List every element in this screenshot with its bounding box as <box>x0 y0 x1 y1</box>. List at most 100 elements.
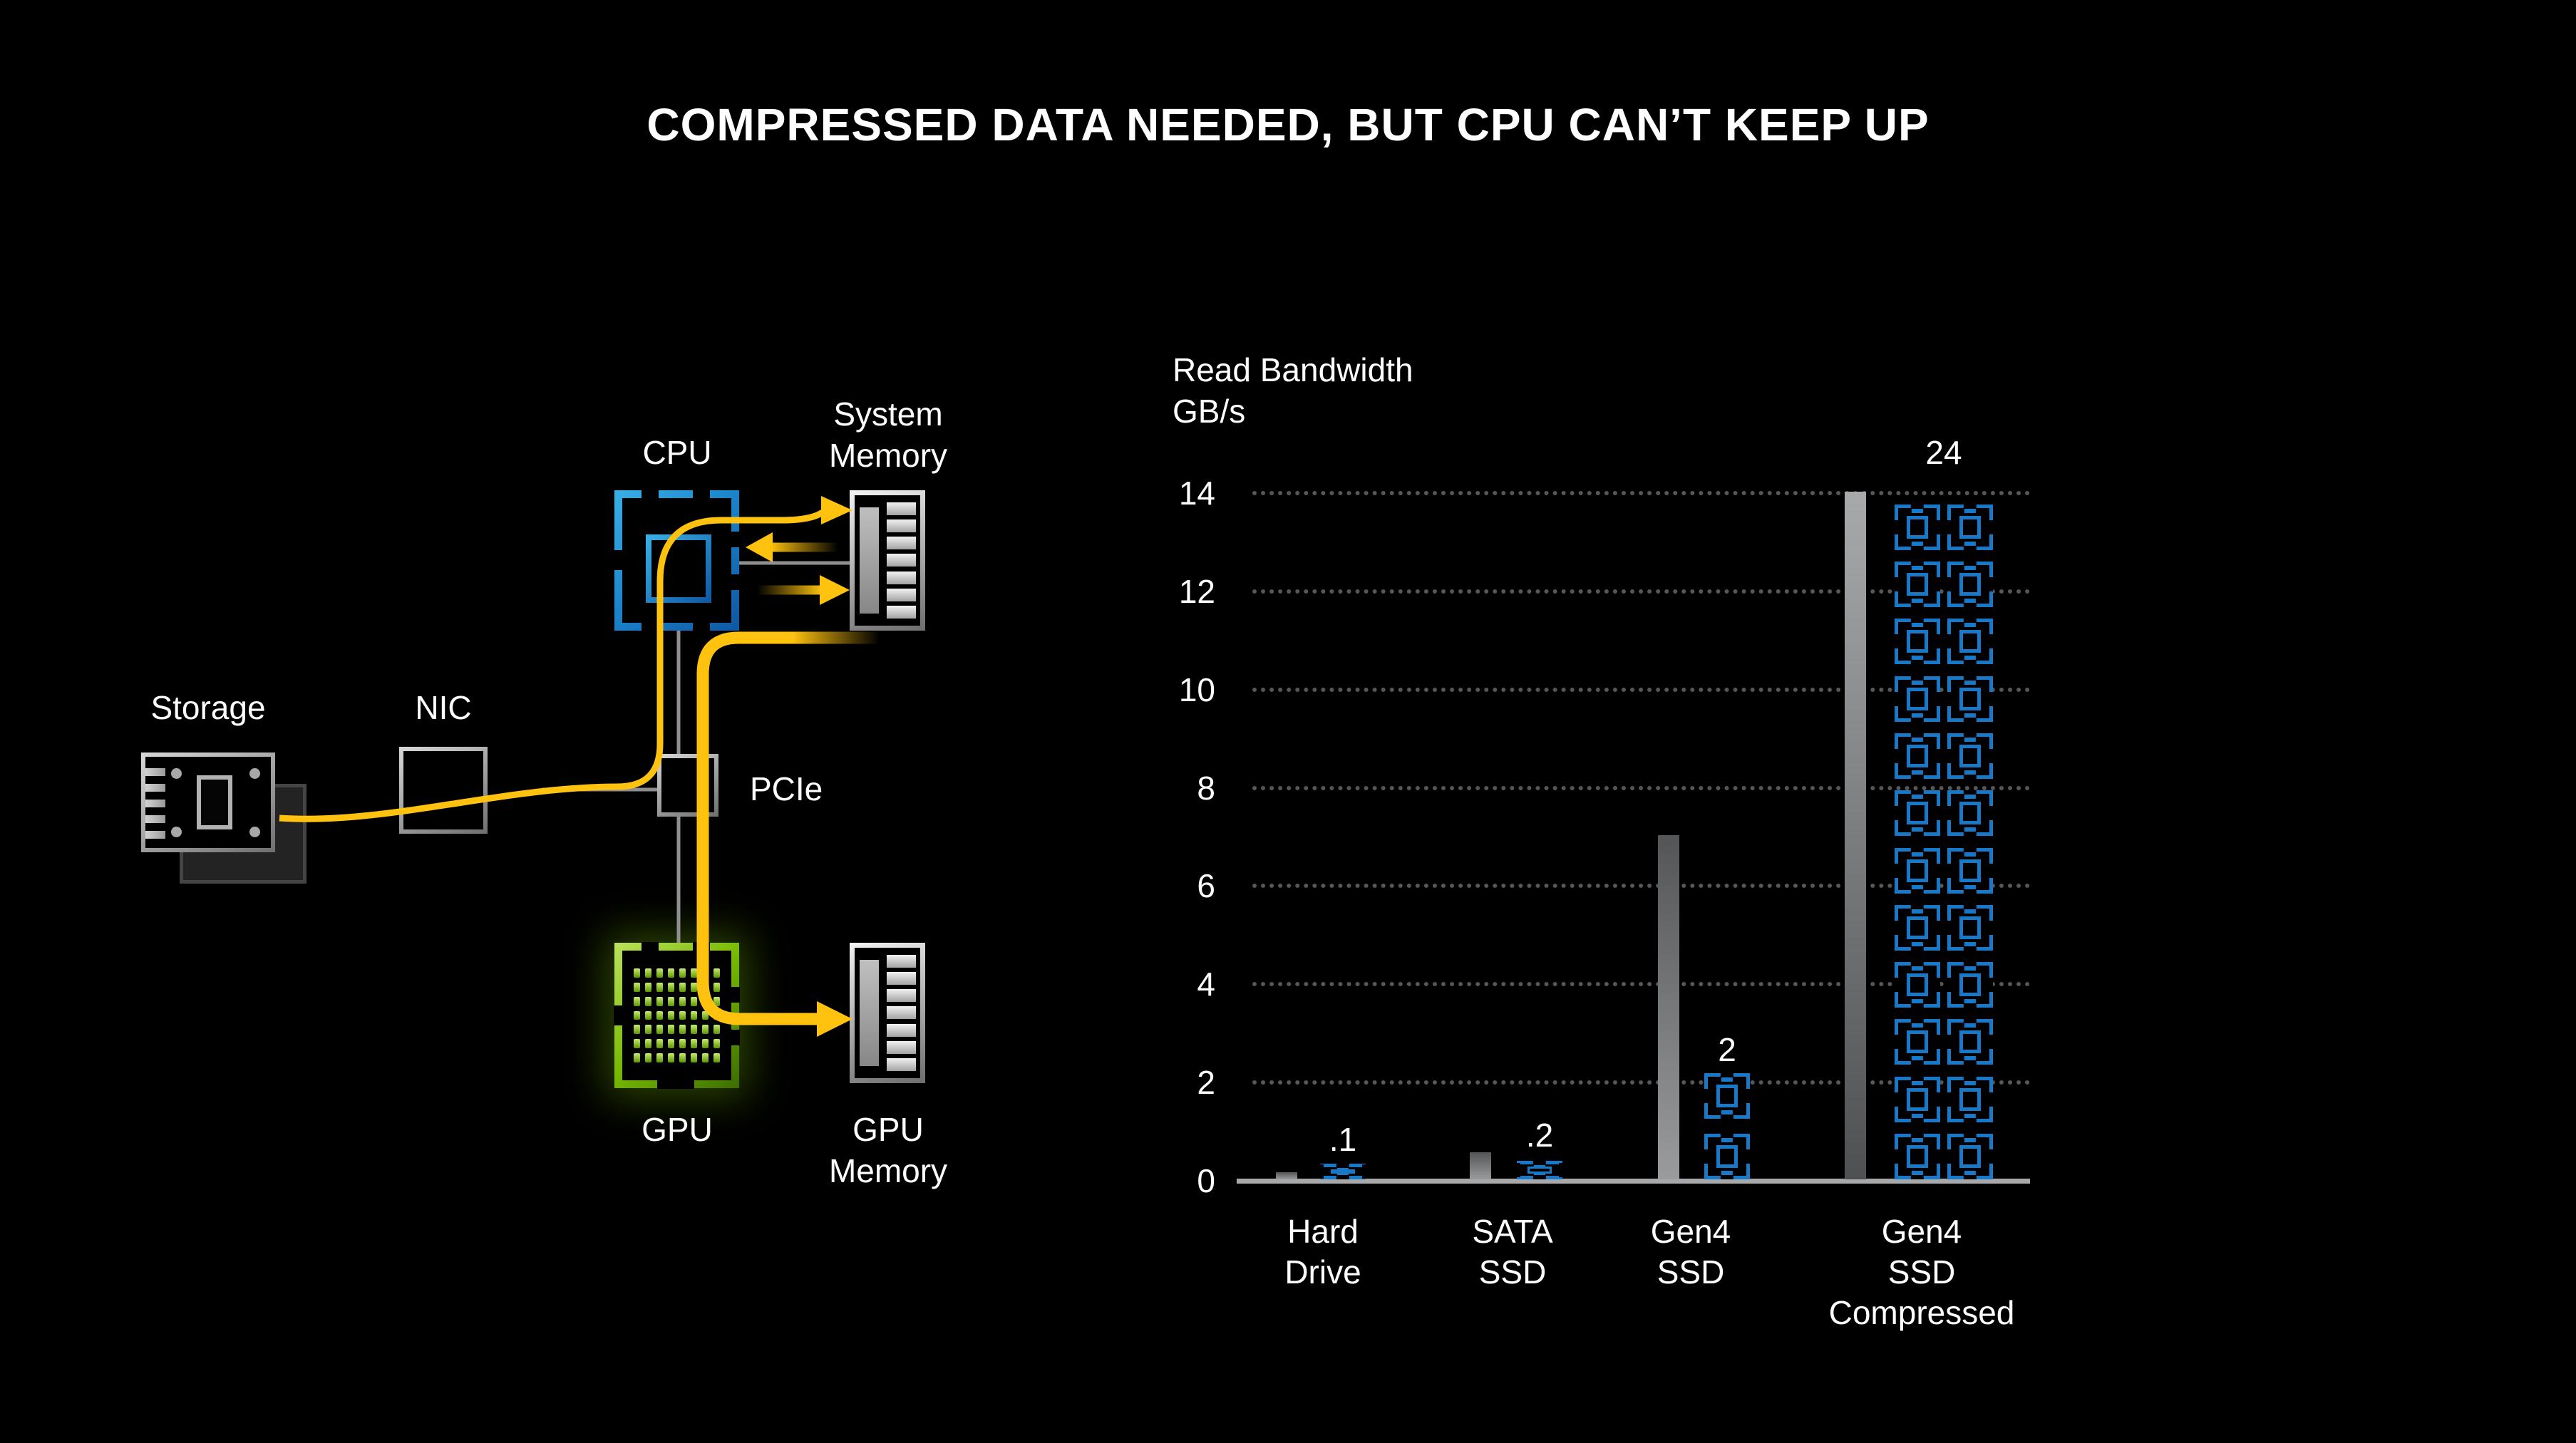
category-label: Hard Drive <box>1155 1211 1490 1293</box>
gpu-core-cell <box>634 982 640 992</box>
gpu-core-cell <box>691 1025 697 1035</box>
gpu-chip-icon <box>1895 676 1940 722</box>
storage-screw <box>249 768 260 779</box>
storage-screw <box>249 827 260 837</box>
gpu-memory-label-line1: GPU <box>852 1111 924 1148</box>
chip-value-label: 2 <box>1718 1031 1736 1068</box>
gpu-notch <box>642 942 659 951</box>
memory-bar <box>887 1006 916 1020</box>
gpu-core-cell <box>691 1053 697 1062</box>
bandwidth-bar <box>1845 491 1866 1179</box>
gpu-core-cell <box>668 968 674 978</box>
storage-screw <box>171 827 182 837</box>
gpu-core-cell <box>691 982 697 992</box>
gpu-chip-icon <box>1947 1019 1993 1065</box>
gpu-core-cell <box>691 1039 697 1049</box>
gpu-core-cell <box>679 1053 686 1062</box>
gpu-core-cell <box>634 1025 640 1035</box>
gpu-chip-icon <box>1947 790 1993 837</box>
category-label-line: SSD <box>1478 1253 1547 1291</box>
gpu-chip-icon <box>1947 733 1993 779</box>
gpu-chip-icon <box>1704 1073 1750 1119</box>
category-label: Gen4 SSD <box>1523 1211 1858 1293</box>
gpu-core-cell <box>668 996 674 1006</box>
gpu-chip-icon <box>1895 1076 1940 1122</box>
gpu-chip-icon <box>1947 904 1993 951</box>
gpu-chip-icon <box>1895 847 1940 894</box>
gpu-core-cell <box>656 968 663 978</box>
gpu-chip-icon <box>1947 676 1993 722</box>
system-memory-strip <box>860 507 879 614</box>
y-tick-label: 2 <box>1197 1064 1215 1102</box>
gpu-chip-icon <box>1947 1076 1993 1122</box>
gpu-core-cell <box>702 1039 709 1049</box>
gpu-core-cell <box>656 1025 663 1035</box>
gpu-notch <box>657 1080 694 1089</box>
gpu-core-cell <box>668 1010 674 1020</box>
storage-pin <box>145 784 165 792</box>
cpu-die <box>646 534 711 603</box>
gpu-core-cell <box>668 982 674 992</box>
gpu-core-cell <box>634 1053 640 1062</box>
pcie-box-body <box>661 758 714 812</box>
y-tick-label: 10 <box>1178 671 1215 708</box>
gpu-notch <box>614 1005 623 1025</box>
memory-bar <box>887 955 916 968</box>
bandwidth-bar <box>1658 835 1679 1179</box>
gpu-core-cell <box>713 1053 720 1062</box>
gpu-notch <box>693 942 710 951</box>
gpu-core-cell <box>713 968 720 978</box>
cpu-notch <box>693 622 710 631</box>
gpu-core-cell <box>702 1053 709 1062</box>
gpu-core-cell <box>634 996 640 1006</box>
gpu-chip-icon <box>1895 962 1940 1008</box>
gpu-core-cell <box>645 1053 651 1062</box>
y-tick-label: 0 <box>1197 1162 1215 1199</box>
gridline <box>1252 490 2030 495</box>
memory-bar <box>887 502 916 515</box>
category-label-line: Compressed <box>1828 1294 2015 1331</box>
memory-bar <box>887 1057 916 1071</box>
chip-value-label: 24 <box>1925 434 1962 471</box>
x-axis-line <box>1237 1179 2030 1184</box>
gpu-core-cell <box>679 1025 686 1035</box>
storage-pin <box>145 831 165 839</box>
memory-bar <box>887 537 916 550</box>
memory-bar <box>887 1023 916 1037</box>
gpu-core-cell <box>713 1025 720 1035</box>
gpu-core-cell <box>702 1010 709 1020</box>
gpu-chip-icon <box>1895 904 1940 951</box>
y-tick-label: 14 <box>1178 474 1215 512</box>
gpu-memory-icon <box>850 943 925 1083</box>
gridline <box>1252 589 2030 594</box>
gpu-chip-icon <box>1895 790 1940 837</box>
gpu-chip-icon <box>1895 1019 1940 1065</box>
gpu-core-cell <box>679 982 686 992</box>
gpu-core-cell <box>702 968 709 978</box>
cpu-label: CPU <box>642 434 712 471</box>
category-label-line: SSD <box>1657 1253 1725 1291</box>
gpu-core-cell <box>679 996 686 1006</box>
system-memory-icon <box>850 490 925 631</box>
category-label-line: SSD <box>1887 1253 1956 1291</box>
nic-label: NIC <box>415 689 472 726</box>
nic-box-icon <box>399 747 488 834</box>
gpu-core-cell <box>702 982 709 992</box>
category-label-line: Hard <box>1287 1213 1359 1250</box>
gpu-core-cell <box>702 1025 709 1035</box>
gpu-core-grid <box>634 968 720 1062</box>
y-tick-label: 6 <box>1197 867 1215 905</box>
gpu-core-cell <box>713 1010 720 1020</box>
gpu-core-cell <box>691 996 697 1006</box>
gridline <box>1252 687 2030 692</box>
gpu-core-cell <box>656 1053 663 1062</box>
gridline <box>1252 884 2030 889</box>
gpu-core-cell <box>691 1010 697 1020</box>
gpu-core-cell <box>702 996 709 1006</box>
flow-arrowhead-to-sysmem <box>821 496 852 524</box>
gpu-chip-icon <box>1895 562 1940 607</box>
category-label-line: Gen4 <box>1650 1213 1731 1250</box>
gpu-core-cell <box>713 1039 720 1049</box>
memory-bar <box>887 989 916 1003</box>
